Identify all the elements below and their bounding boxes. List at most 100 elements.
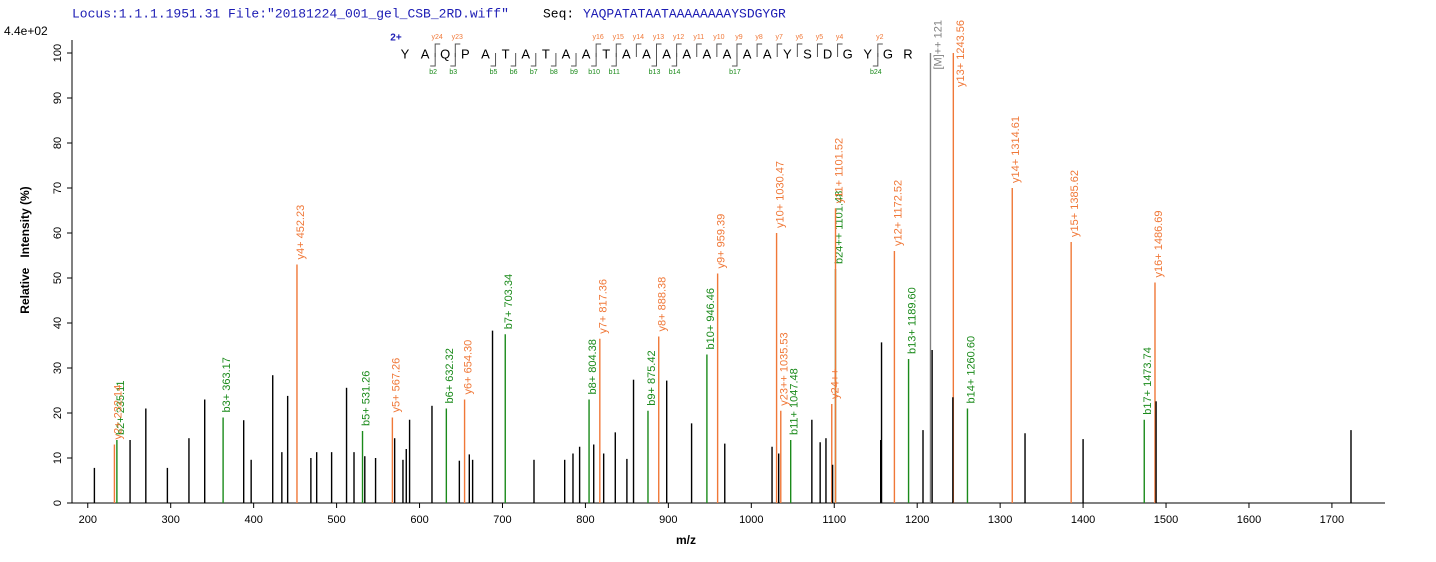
b-ion-label: b5: [490, 69, 498, 76]
residue: Y: [401, 46, 410, 61]
b-break: [550, 53, 557, 67]
x-tick-label: 1200: [905, 514, 929, 526]
residue: A: [743, 46, 752, 61]
peak-label: b24++ 1101.48: [833, 191, 845, 264]
charge-label: 2+: [390, 33, 402, 44]
residue: A: [702, 46, 711, 61]
y-break: [595, 43, 602, 57]
y-ion-label: y14: [633, 34, 644, 41]
b-ion-label: b2: [429, 69, 437, 76]
y-ion-label: y12: [673, 34, 684, 41]
header-seq: YAQPATATAATAAAAAAAAYSDGYGR: [583, 6, 786, 21]
y-ion-label: y24: [432, 34, 443, 41]
y-break: [454, 43, 461, 57]
peak-label: y10+ 1030.47: [774, 161, 786, 228]
x-tick-label: 1600: [1237, 514, 1261, 526]
peak-label: b11+ 1047.48: [789, 368, 801, 435]
residue: R: [903, 46, 912, 61]
x-tick-label: 1300: [988, 514, 1012, 526]
peak-label: b17+ 1473.74: [1142, 347, 1154, 415]
x-tick-label: 200: [79, 514, 97, 526]
peak-label: y15+ 1385.62: [1069, 170, 1081, 237]
b-break: [530, 53, 537, 67]
peak-label: y2+ 232.14: [112, 385, 124, 440]
residue: A: [662, 46, 671, 61]
residue: Y: [863, 46, 872, 61]
y-ion-label: y13: [653, 34, 664, 41]
peak-label: y14+ 1314.61: [1010, 116, 1022, 183]
b-ion-label: b6: [510, 69, 518, 76]
b-break: [510, 53, 517, 67]
b-break: [490, 53, 497, 67]
y-tick-label: 80: [52, 137, 64, 149]
b-ion-label: b24: [870, 69, 882, 76]
residue: A: [582, 46, 591, 61]
x-tick-label: 500: [327, 514, 345, 526]
residue: D: [823, 46, 832, 61]
y-tick-label: 90: [52, 92, 64, 104]
b-ion-label: b11: [609, 69, 620, 76]
y-ion-label: y2: [876, 34, 884, 41]
y-tick-label: 70: [52, 182, 64, 194]
b-break: [671, 53, 678, 67]
b-break: [430, 53, 436, 67]
b-ion-label: b9: [570, 69, 578, 76]
residue: A: [682, 46, 691, 61]
residue: T: [602, 46, 610, 61]
y-tick-label: 0: [52, 500, 64, 506]
y-tick-label: 30: [52, 362, 64, 374]
peak-label: b5+ 531.26: [360, 371, 372, 426]
peak-label: b10+ 946.46: [705, 288, 717, 349]
peak-label: [M]++ 121: [932, 20, 944, 70]
b-break: [450, 53, 456, 67]
peak-label: b3+ 363.17: [221, 357, 233, 412]
y-ion-label: y4: [836, 34, 844, 41]
x-tick-label: 300: [162, 514, 180, 526]
peak-label: y16+ 1486.69: [1153, 211, 1165, 278]
b-break: [591, 53, 597, 67]
peak-label: b13+ 1189.60: [906, 287, 918, 354]
residue: A: [723, 46, 732, 61]
y-ion-label: y23: [452, 34, 463, 41]
residue: A: [642, 46, 651, 61]
y-ion-label: y6: [796, 34, 804, 41]
x-tick-label: 1400: [1071, 514, 1095, 526]
y-break: [635, 43, 642, 57]
y-break: [877, 43, 883, 57]
x-tick-label: 1500: [1154, 514, 1178, 526]
y-break: [736, 43, 742, 57]
residue: Q: [440, 46, 450, 61]
x-tick-label: 900: [659, 514, 677, 526]
peak-label: y8+ 888.38: [657, 277, 669, 332]
x-tick-label: 700: [493, 514, 511, 526]
residue: A: [521, 46, 530, 61]
b-ion-label: b17: [729, 69, 741, 76]
header-seq-label: Seq:: [543, 6, 574, 21]
peak-label: y9+ 959.39: [716, 214, 728, 269]
peak-label: y4+ 452.23: [295, 205, 307, 260]
b-break: [651, 53, 657, 67]
y-tick-label: 100: [52, 44, 64, 62]
peak-label: y13+ 1243.56: [955, 20, 967, 87]
b-ion-label: b14: [669, 69, 681, 76]
y-axis-label: Relative Intensity (%): [18, 186, 32, 313]
residue: G: [843, 46, 853, 61]
peak-label: y11+ 1101.52: [833, 138, 845, 203]
b-ion-label: b3: [449, 69, 457, 76]
b-break: [571, 53, 577, 67]
y-break: [656, 43, 662, 57]
peak-label: y7+ 817.36: [598, 279, 610, 334]
y-tick-label: 60: [52, 227, 64, 239]
residue: A: [481, 46, 490, 61]
x-tick-label: 1700: [1320, 514, 1344, 526]
y-break: [676, 43, 682, 57]
y-break: [776, 43, 783, 57]
b-ion-label: b10: [588, 69, 600, 76]
b-ion-label: b7: [530, 69, 538, 76]
x-tick-label: 400: [244, 514, 262, 526]
y-tick-label: 20: [52, 407, 64, 419]
y-break: [615, 43, 622, 57]
residue: A: [562, 46, 571, 61]
